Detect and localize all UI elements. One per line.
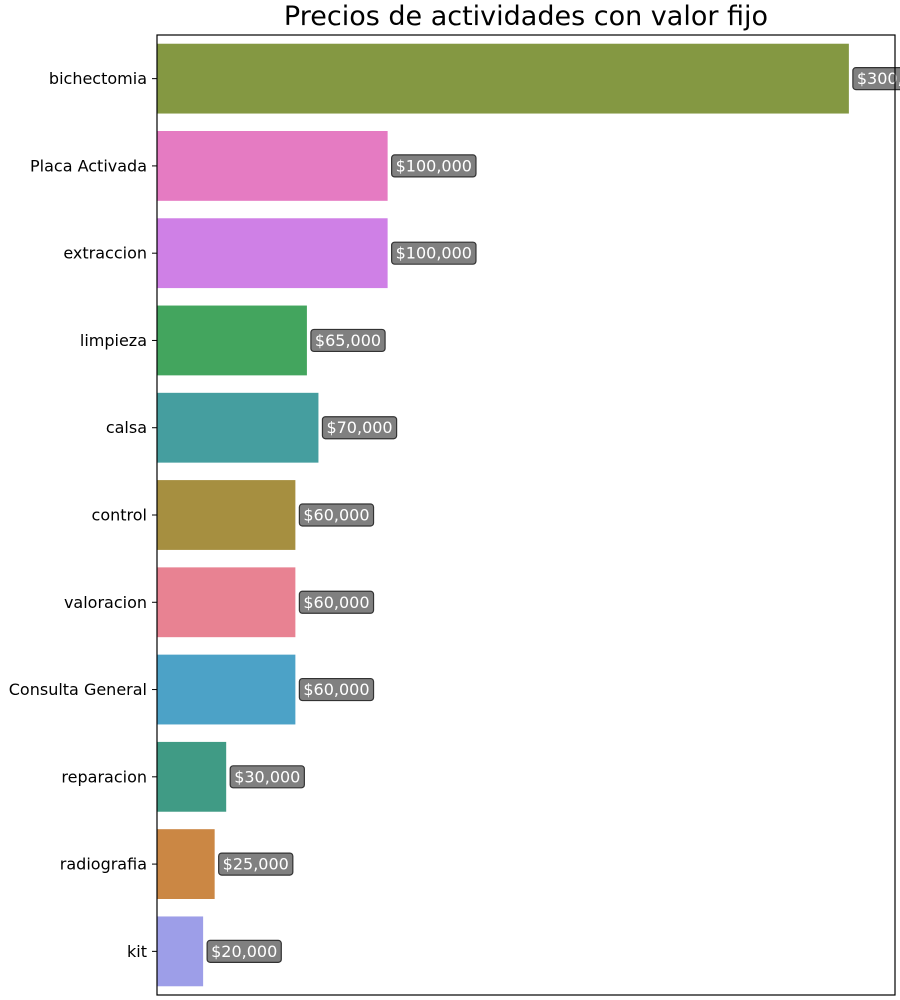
bar-bichectomia — [157, 43, 849, 114]
data-label-box — [310, 328, 386, 353]
bar-consulta-general — [157, 654, 296, 725]
axes-frame — [156, 34, 896, 996]
svg-text:$65,000: $65,000 — [315, 331, 381, 350]
bar-limpieza — [157, 305, 307, 376]
data-label-box — [391, 154, 477, 178]
data-label-box — [298, 590, 375, 614]
y-tick-label: Placa Activada — [30, 156, 147, 175]
svg-text:$60,000: $60,000 — [303, 506, 369, 525]
data-label: $30,000 — [229, 765, 305, 789]
data-label: $100,000 — [391, 154, 477, 178]
svg-text:$100,000: $100,000 — [396, 244, 472, 263]
data-label: $65,000 — [310, 328, 386, 353]
data-label: $100,000 — [391, 241, 477, 265]
data-label: $300,000 — [852, 67, 900, 91]
svg-text:$100,000: $100,000 — [396, 156, 472, 175]
y-tick-label: calsa — [106, 418, 147, 437]
bar-valoracion — [157, 567, 296, 638]
y-tick-label: extraccion — [63, 244, 147, 263]
data-label: $25,000 — [218, 852, 294, 876]
bar-radiografia — [157, 829, 215, 899]
y-tick-label: radiografia — [60, 855, 147, 874]
bar-placa-activada — [157, 131, 388, 201]
svg-text:$60,000: $60,000 — [303, 680, 369, 699]
svg-text:$300,000: $300,000 — [857, 69, 900, 88]
data-label-box — [321, 416, 398, 440]
data-label-box — [206, 939, 282, 963]
bar-kit — [157, 916, 204, 987]
y-tick-label: bichectomia — [49, 69, 147, 88]
svg-text:$25,000: $25,000 — [223, 855, 289, 874]
y-tick-label: valoracion — [64, 593, 147, 612]
svg-text:$70,000: $70,000 — [326, 418, 392, 437]
data-label: $70,000 — [321, 416, 398, 440]
data-label-box — [229, 765, 305, 789]
bar-control — [157, 480, 296, 550]
y-tick-label: control — [92, 506, 147, 525]
bar-reparacion — [157, 741, 227, 812]
chart-title: Precios de actividades con valor fijo — [283, 1, 769, 32]
data-label-box — [298, 503, 375, 527]
bar-extraccion — [157, 218, 388, 289]
y-tick-label: reparacion — [61, 767, 147, 786]
y-tick-label: Consulta General — [9, 680, 147, 699]
y-tick-label: kit — [127, 942, 147, 961]
svg-text:$30,000: $30,000 — [234, 767, 300, 786]
bar-calsa — [157, 392, 319, 463]
data-label: $20,000 — [206, 939, 282, 963]
data-label-box — [298, 677, 375, 702]
data-label-box — [391, 241, 477, 265]
svg-text:$60,000: $60,000 — [303, 593, 369, 612]
data-label: $60,000 — [298, 503, 375, 527]
y-tick-label: limpieza — [80, 331, 147, 350]
data-label-box — [218, 852, 294, 876]
data-label: $60,000 — [298, 677, 375, 702]
svg-text:$20,000: $20,000 — [211, 942, 277, 961]
data-label: $60,000 — [298, 590, 375, 614]
